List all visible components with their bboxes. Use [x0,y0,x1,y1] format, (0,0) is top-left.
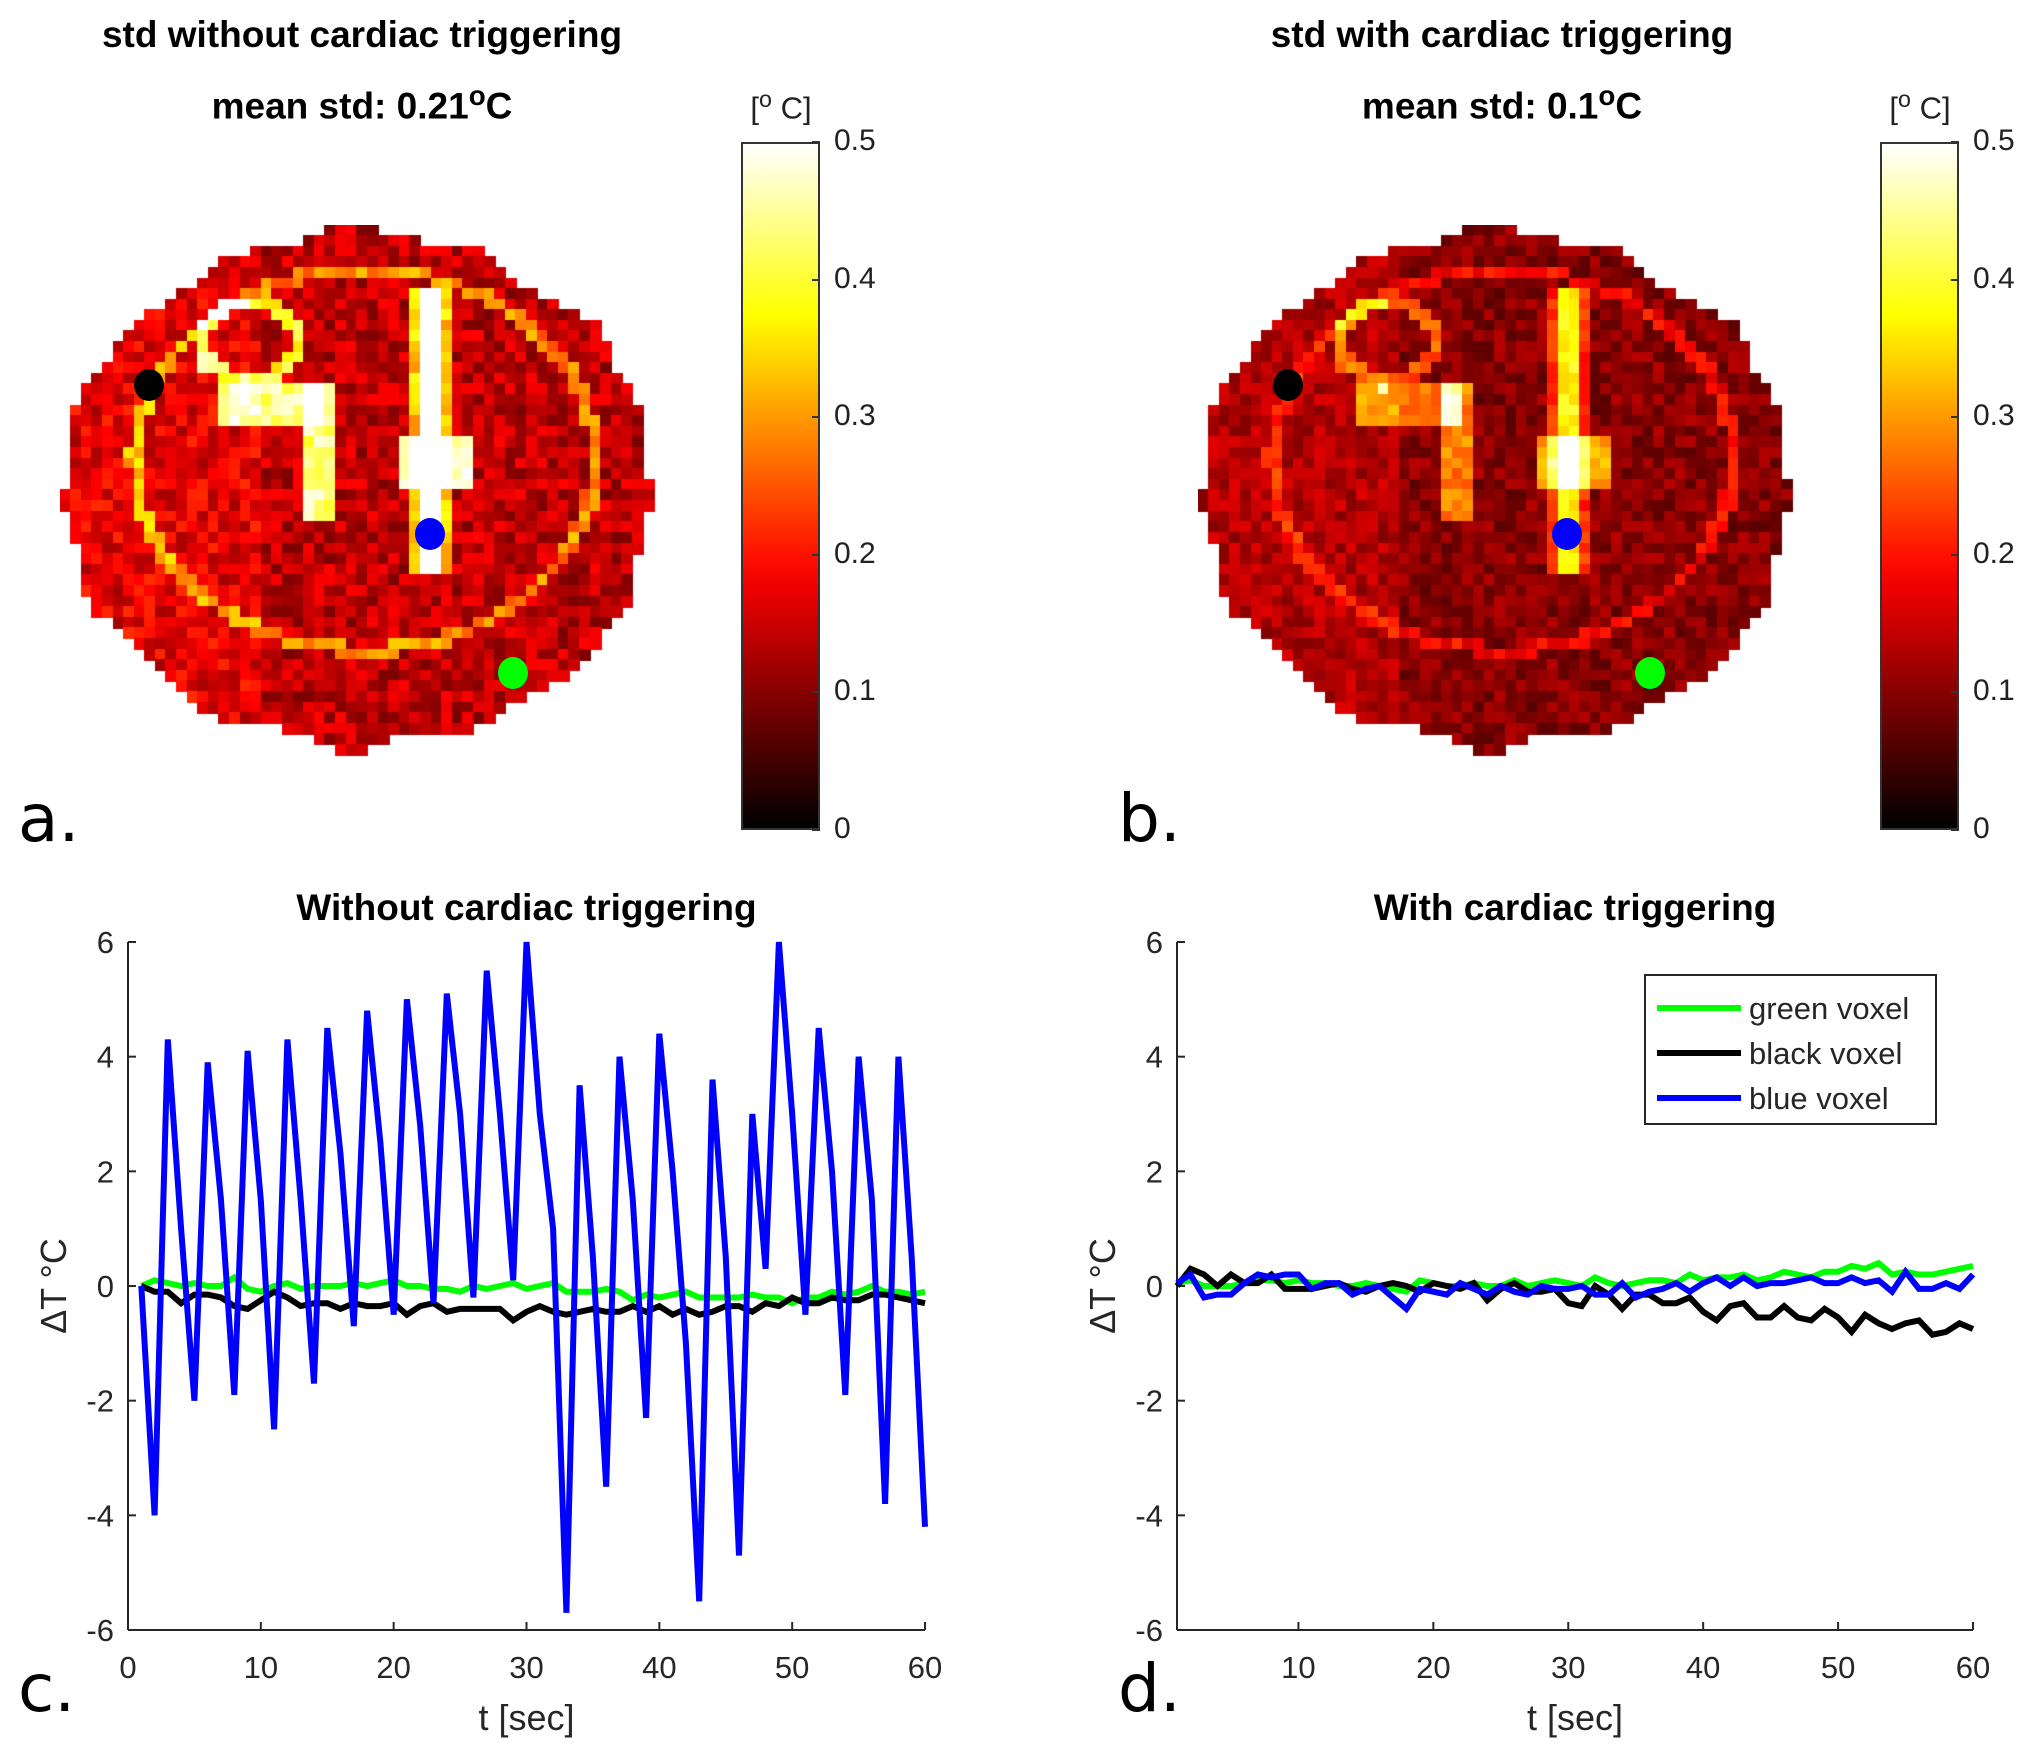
blue-voxel-line [1175,1266,1976,1314]
panel-label-c: c. [18,1650,76,1727]
x-tick-label: 60 [908,1650,942,1685]
subtitle-unit: C [1615,85,1643,127]
x-tick-label: 30 [1551,1650,1585,1685]
colorbar-tick-label: 0.5 [834,124,876,157]
colorbar-tick-label: 0.3 [1973,399,2015,433]
panel-label-d: d. [1118,1650,1181,1727]
x-axis-label: t [sec] [478,1697,574,1738]
x-tick-label: 60 [1956,1650,1990,1685]
green-voxel-marker [498,657,528,689]
x-tick-label: 50 [775,1650,809,1685]
colorbar-tick-label: 0.1 [834,674,876,708]
blue-voxel-marker [415,518,445,550]
colorbar-tick-label: 0.2 [834,536,876,570]
colorbar-tick-label: 0.2 [1973,536,2015,570]
green-voxel-line [140,1273,926,1307]
colorbar-tick [1951,278,1959,281]
x-tick-label: 30 [509,1650,543,1685]
colorbar-tick-label: 0.1 [1973,674,2015,708]
y-tick-label: -4 [1135,1498,1163,1533]
x-tick-label: 20 [1416,1650,1450,1685]
subtitle-value: mean std: 0.1 [1361,85,1599,127]
colorbar-tick [1951,829,1959,831]
colorbar-unit-label: [o C] [750,86,812,126]
subtitle-value: mean std: 0.21 [211,85,469,127]
black-voxel-marker [1273,369,1303,401]
blue-voxel-marker [1552,518,1582,550]
green-voxel-marker [1635,657,1665,689]
y-tick-label: 4 [97,1040,114,1075]
blue-voxel-line [138,941,928,1613]
colorbar-tick-label: 0 [834,812,851,845]
y-axis-label: ΔT °C [1082,1238,1123,1334]
colorbar-tick-label: 0.4 [834,261,876,295]
panel-label-a: a. [18,780,80,857]
y-tick-label: 4 [1146,1040,1163,1075]
colorbar-gradient [741,142,820,830]
y-tick-label: -6 [86,1613,114,1648]
x-axis-label: t [sec] [1527,1697,1623,1738]
black-voxel-marker [134,369,164,401]
y-tick-label: -2 [86,1384,114,1419]
y-axis-label: ΔT °C [33,1238,74,1334]
panel-label-b: b. [1118,780,1181,857]
colorbar-tick-label: 0.3 [834,399,876,433]
y-tick-label: -2 [1135,1384,1163,1419]
x-tick-label: 0 [119,1650,136,1685]
y-tick-label: -4 [86,1498,114,1533]
x-tick-label: 10 [1281,1650,1315,1685]
colorbar-tick [812,691,820,694]
colorbar-tick [1951,553,1959,556]
colorbar-tick-label: 0.4 [1973,261,2015,295]
y-tick-label: 6 [1146,925,1163,960]
y-tick-label: 6 [97,925,114,960]
legend-label: blue voxel [1749,1081,1889,1116]
x-tick-label: 40 [1686,1650,1720,1685]
panel-a-title: std without cardiac triggering [101,14,623,55]
colorbar-tick-label: 0 [1973,812,1990,845]
x-tick-label: 10 [244,1650,278,1685]
panel-b-title: std with cardiac triggering [1270,14,1734,55]
degree-symbol: o [1598,80,1616,111]
chart-title: With cardiac triggering [1374,887,1777,928]
subtitle-unit: C [485,85,513,127]
y-tick-label: 0 [1146,1269,1163,1304]
colorbar-tick [1951,691,1959,694]
std-map-a [60,225,680,785]
legend: green voxel black voxel blue voxel [1644,974,1937,1125]
colorbar-tick [812,416,820,419]
chart-title: Without cardiac triggering [296,887,756,928]
chart-with-triggering: -6 -4 -2 0 2 4 6 10 20 30 40 50 60 With cardiac trigg… [1082,887,1990,1738]
std-map-b [1198,225,1818,785]
y-tick-label: 0 [97,1269,114,1304]
colorbar-tick [1951,141,1959,143]
colorbar-tick [812,278,820,281]
colorbar-unit-label: [o C] [1889,86,1951,126]
colorbar-gradient [1880,142,1959,830]
x-tick-label: 40 [642,1650,676,1685]
panel-a-subtitle: mean std: 0.21oC [212,80,513,127]
x-tick-label: 20 [376,1650,410,1685]
black-voxel-line [140,1283,926,1325]
y-tick-label: -6 [1135,1613,1163,1648]
x-tick-label: 50 [1821,1650,1855,1685]
y-tick-label: 2 [1146,1154,1163,1189]
colorbar-tick [1951,416,1959,419]
degree-symbol: o [468,80,486,111]
panel-b-subtitle: mean std: 0.1oC [1362,80,1642,127]
legend-label: black voxel [1749,1036,1902,1071]
legend-label: green voxel [1749,991,1909,1026]
colorbar-tick [812,141,820,143]
y-tick-label: 2 [97,1154,114,1189]
colorbar-tick-label: 0.5 [1973,124,2015,157]
colorbar-tick [812,829,820,831]
colorbar-tick [812,553,820,556]
